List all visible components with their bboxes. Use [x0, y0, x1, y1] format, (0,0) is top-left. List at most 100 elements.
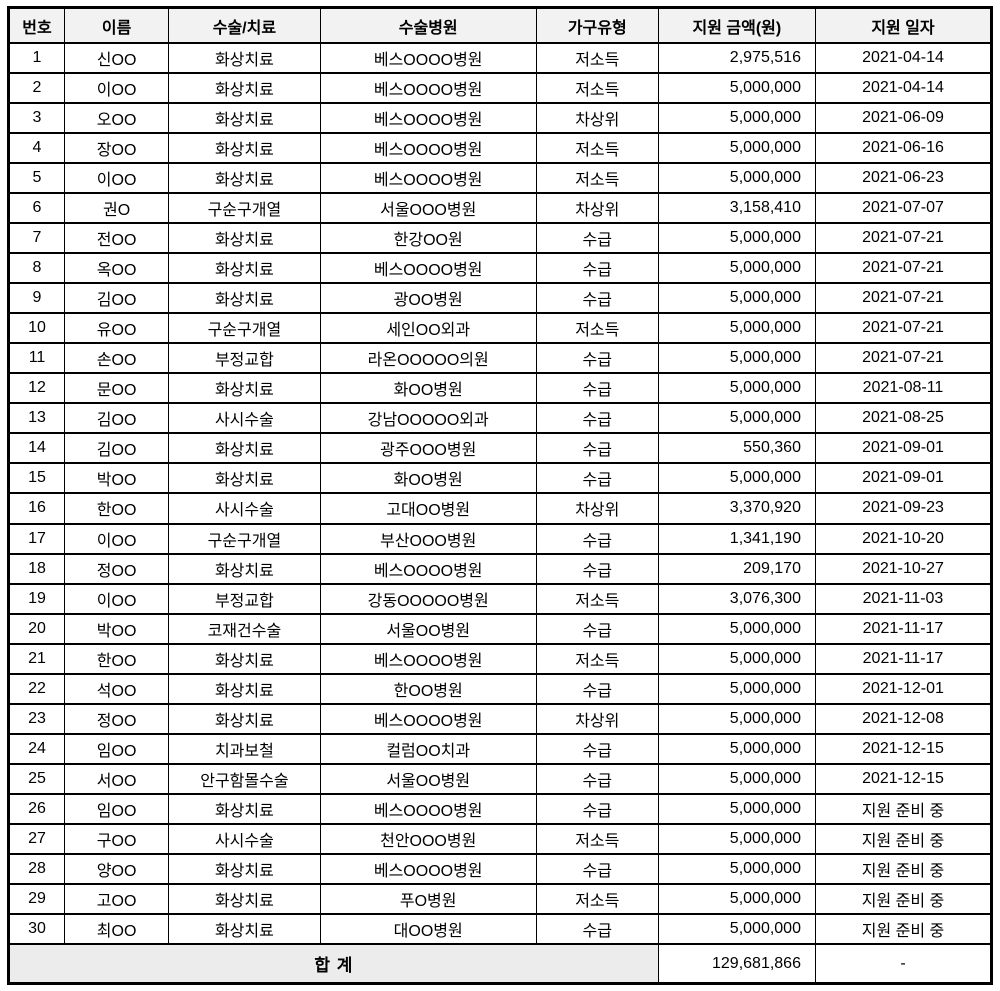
table-cell: 차상위 [535, 192, 659, 225]
column-header-6: 지원 일자 [814, 6, 993, 44]
table-row: 21 한OO 화상치료 베스OOOO병원 저소득 5,000,000 2021-11-17 [7, 642, 993, 675]
table-cell: 김OO [64, 282, 170, 315]
table-row: 20 박OO 코재건수술 서울OO병원 수급 5,000,000 2021-11-17 [7, 612, 993, 645]
table-cell: 2021-06-09 [814, 102, 993, 135]
column-header-1: 이름 [64, 6, 170, 44]
table-cell: 화상치료 [168, 462, 321, 495]
table-cell: 21 [7, 642, 66, 675]
table-cell: 2 [7, 72, 66, 105]
table-row: 12 문OO 화상치료 화OO병원 수급 5,000,000 2021-08-11 [7, 372, 993, 405]
table-cell: 5,000,000 [657, 72, 816, 105]
table-row: 24 임OO 치과보철 컬럼OO치과 수급 5,000,000 2021-12-15 [7, 732, 993, 765]
table-cell: 4 [7, 132, 66, 165]
table-cell: 수급 [535, 552, 659, 585]
table-cell: 저소득 [535, 41, 659, 75]
table-cell: 손OO [64, 342, 170, 375]
table-cell: 저소득 [535, 822, 659, 855]
table-row: 18 정OO 화상치료 베스OOOO병원 수급 209,170 2021-10-27 [7, 552, 993, 585]
table-cell: 천안OOO병원 [319, 822, 537, 855]
table-cell: 라온OOOOO의원 [319, 342, 537, 375]
table-cell: 구순구개열 [168, 192, 321, 225]
table-cell: 18 [7, 552, 66, 585]
table-cell: 푸O병원 [319, 882, 537, 915]
table-cell: 2021-07-21 [814, 312, 993, 345]
table-cell: 5,000,000 [657, 222, 816, 255]
table-cell: 부산OOO병원 [319, 522, 537, 555]
table-cell: 석OO [64, 672, 170, 705]
table-cell: 수급 [535, 912, 659, 946]
table-cell: 오OO [64, 102, 170, 135]
table-cell: 화상치료 [168, 132, 321, 165]
total-row: 합 계 129,681,866 - [8, 943, 993, 985]
header-row: 번호 이름 수술/치료 수술병원 가구유형 지원 금액(원) 지원 일자 [7, 6, 993, 44]
table-cell: 1 [7, 41, 66, 75]
table-cell: 베스OOOO병원 [319, 552, 537, 585]
table-row: 8 옥OO 화상치료 베스OOOO병원 수급 5,000,000 2021-07-21 [7, 252, 993, 285]
table-cell: 2021-12-15 [814, 732, 993, 765]
table-cell: 15 [7, 462, 66, 495]
table-cell: 20 [7, 612, 66, 645]
table-cell: 7 [7, 222, 66, 255]
table-row: 17 이OO 구순구개열 부산OOO병원 수급 1,341,190 2021-10-20 [7, 522, 993, 555]
table-cell: 양OO [64, 852, 170, 885]
table-cell: 5,000,000 [657, 852, 816, 885]
table-cell: 22 [7, 672, 66, 705]
table-cell: 화상치료 [168, 252, 321, 285]
table-cell: 화상치료 [168, 792, 321, 825]
table-cell: 수급 [535, 282, 659, 315]
table-cell: 2021-07-21 [814, 252, 993, 285]
table-cell: 부정교합 [168, 342, 321, 375]
table-cell: 209,170 [657, 552, 816, 585]
table-cell: 박OO [64, 462, 170, 495]
table-row: 19 이OO 부정교합 강동OOOOO병원 저소득 3,076,300 2021-11-03 [7, 582, 993, 615]
table-cell: 권O [64, 192, 170, 225]
table-row: 22 석OO 화상치료 한OO병원 수급 5,000,000 2021-12-01 [7, 672, 993, 705]
table-cell: 저소득 [535, 132, 659, 165]
table-cell: 5,000,000 [657, 132, 816, 165]
table-row: 14 김OO 화상치료 광주OOO병원 수급 550,360 2021-09-01 [7, 432, 993, 465]
table-cell: 수급 [535, 612, 659, 645]
table-cell: 2021-09-01 [814, 462, 993, 495]
table-cell: 화상치료 [168, 222, 321, 255]
table-cell: 차상위 [535, 102, 659, 135]
table-cell: 5,000,000 [657, 732, 816, 765]
table-cell: 11 [7, 342, 66, 375]
table-cell: 5,000,000 [657, 402, 816, 435]
table-cell: 2021-07-21 [814, 222, 993, 255]
table-cell: 2021-12-08 [814, 702, 993, 735]
table-cell: 5,000,000 [657, 312, 816, 345]
table-cell: 2021-04-14 [814, 41, 993, 75]
table-row: 13 김OO 사시수술 강남OOOOO외과 수급 5,000,000 2021-08-25 [7, 402, 993, 435]
table-cell: 화상치료 [168, 102, 321, 135]
table-cell: 3,076,300 [657, 582, 816, 615]
table-cell: 2021-11-03 [814, 582, 993, 615]
table-cell: 문OO [64, 372, 170, 405]
table-cell: 23 [7, 702, 66, 735]
table-cell: 서울OO병원 [319, 612, 537, 645]
table-cell: 코재건수술 [168, 612, 321, 645]
table-cell: 저소득 [535, 882, 659, 915]
table-cell: 29 [7, 882, 66, 915]
table-row: 4 장OO 화상치료 베스OOOO병원 저소득 5,000,000 2021-06-16 [7, 132, 993, 165]
table-cell: 베스OOOO병원 [319, 642, 537, 675]
table-cell: 화상치료 [168, 162, 321, 195]
table-cell: 지원 준비 중 [814, 852, 993, 885]
table-cell: 임OO [64, 792, 170, 825]
table-cell: 신OO [64, 41, 170, 75]
table-cell: 안구함몰수술 [168, 762, 321, 795]
table-cell: 한OO병원 [319, 672, 537, 705]
table-header: 번호 이름 수술/치료 수술병원 가구유형 지원 금액(원) 지원 일자 [7, 6, 993, 44]
table-row: 5 이OO 화상치료 베스OOOO병원 저소득 5,000,000 2021-06-23 [7, 162, 993, 195]
table-cell: 화상치료 [168, 282, 321, 315]
table-cell: 차상위 [535, 702, 659, 735]
table-cell: 수급 [535, 402, 659, 435]
table-cell: 수급 [535, 762, 659, 795]
table-cell: 수급 [535, 222, 659, 255]
table-cell: 3,370,920 [657, 492, 816, 525]
table-row: 7 전OO 화상치료 한강OO원 수급 5,000,000 2021-07-21 [7, 222, 993, 255]
table-cell: 16 [7, 492, 66, 525]
table-cell: 수급 [535, 252, 659, 285]
table-cell: 1,341,190 [657, 522, 816, 555]
table-cell: 베스OOOO병원 [319, 252, 537, 285]
table-row: 15 박OO 화상치료 화OO병원 수급 5,000,000 2021-09-01 [7, 462, 993, 495]
